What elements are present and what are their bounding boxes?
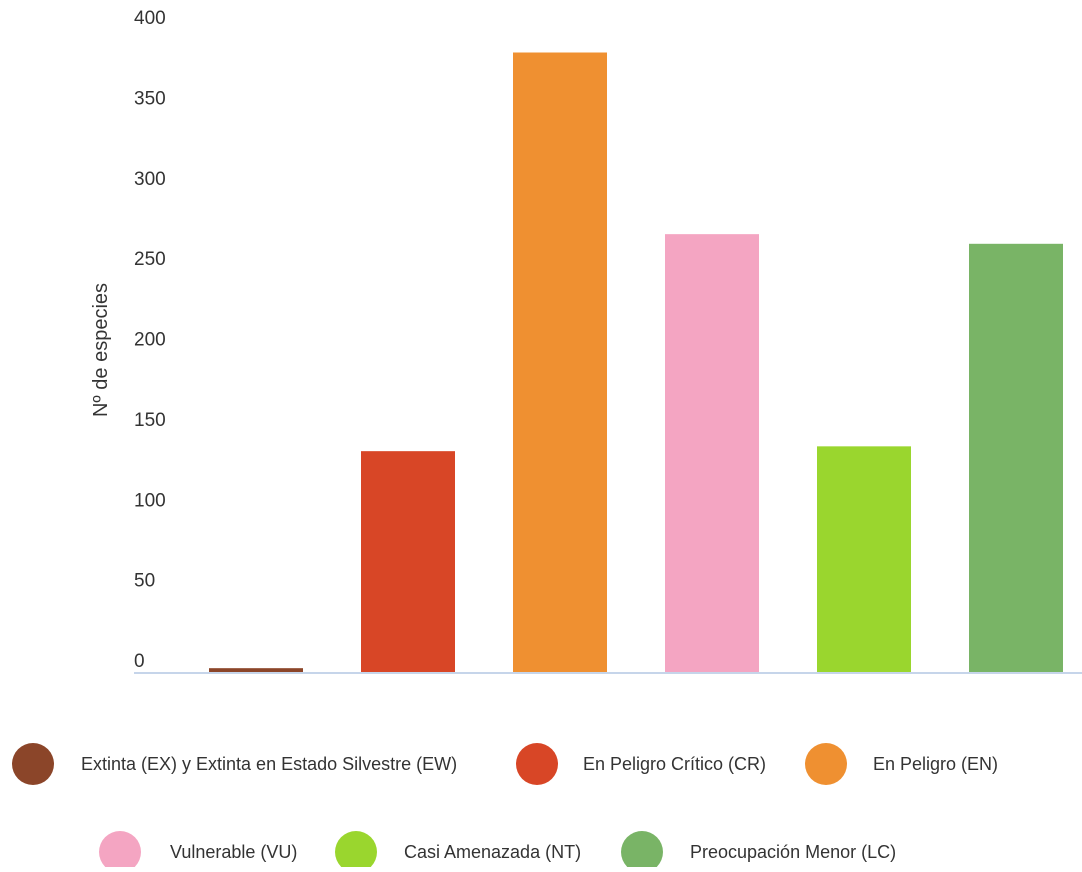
legend-label: Extinta (EX) y Extinta en Estado Silvest… — [81, 754, 457, 774]
legend-swatch — [335, 831, 377, 872]
legend-swatch — [516, 743, 558, 785]
y-tick-label: 300 — [134, 169, 166, 190]
y-tick-label: 100 — [134, 490, 166, 511]
y-axis-ticks: 0 50 100 150 200 250 300 350 400 — [134, 8, 166, 672]
y-tick-label: 0 — [134, 651, 145, 672]
legend-label: En Peligro (EN) — [873, 754, 998, 774]
legend-swatch — [99, 831, 141, 872]
bar — [209, 668, 303, 673]
y-axis-title: Nº de especies — [90, 283, 112, 417]
y-tick-label: 200 — [134, 330, 166, 351]
legend-swatch — [805, 743, 847, 785]
bar — [361, 451, 455, 673]
bar — [969, 243, 1063, 674]
legend-label: Casi Amenazada (NT) — [404, 842, 581, 862]
y-tick-label: 250 — [134, 249, 166, 270]
legend: Extinta (EX) y Extinta en Estado Silvest… — [12, 743, 998, 872]
legend-swatch — [12, 743, 54, 785]
bar — [665, 234, 759, 673]
legend-label: En Peligro Crítico (CR) — [583, 754, 766, 774]
bar — [513, 52, 607, 673]
y-tick-label: 400 — [134, 8, 166, 29]
bar — [817, 446, 911, 673]
legend-label: Preocupación Menor (LC) — [690, 842, 896, 862]
legend-swatch — [621, 831, 663, 872]
y-tick-label: 150 — [134, 410, 166, 431]
y-tick-label: 350 — [134, 88, 166, 109]
bars — [209, 52, 1063, 674]
y-tick-label: 50 — [134, 571, 155, 592]
legend-label: Vulnerable (VU) — [170, 842, 297, 862]
